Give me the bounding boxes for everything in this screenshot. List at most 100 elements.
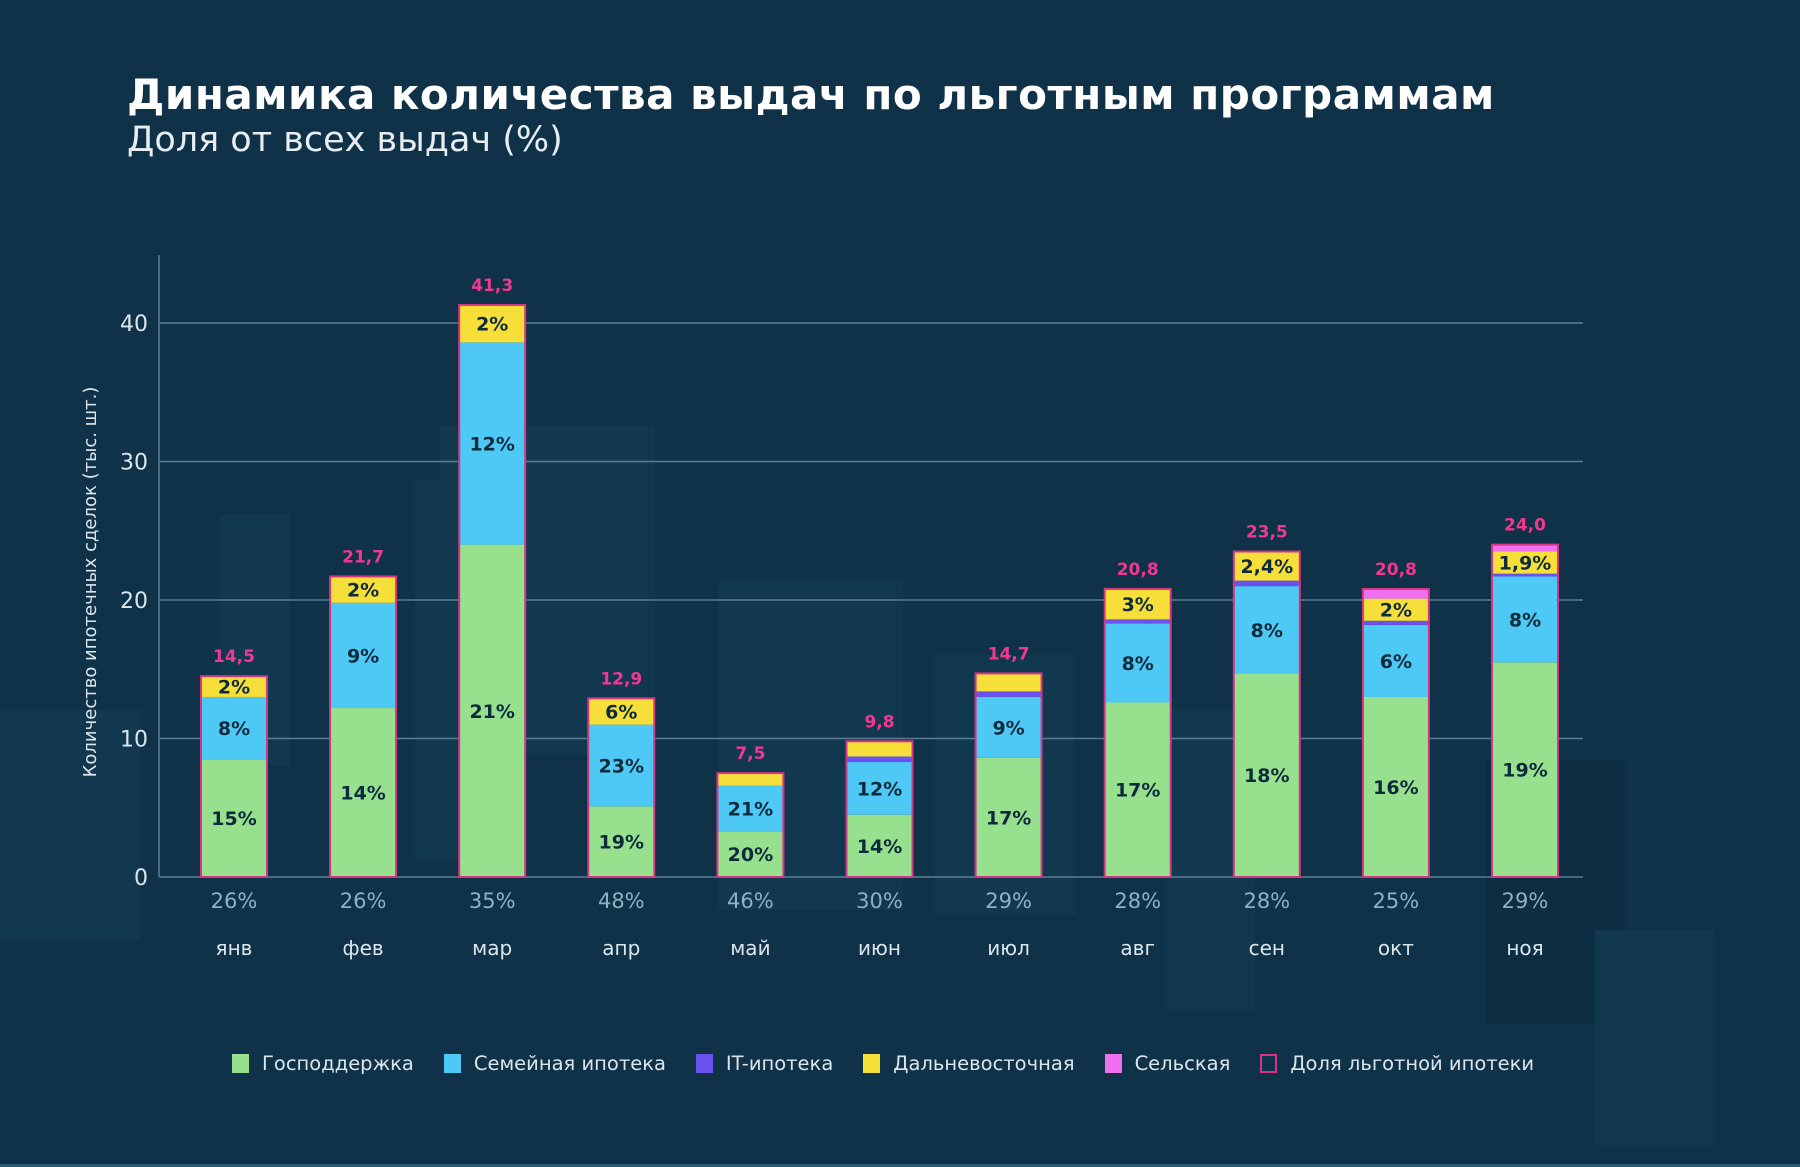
y-tick-label: 40 bbox=[120, 312, 148, 337]
bar-stack: 18% 8% 2,4% 23,5 bbox=[1232, 523, 1301, 879]
segment-label: 1,9% bbox=[1499, 553, 1552, 575]
legend-swatch-icon bbox=[863, 1053, 881, 1073]
segment-label: 2% bbox=[476, 314, 508, 336]
x-axis-labels: 26% янв 26% фев 35% мар 48% апр 46% май 30% июн 29% и… bbox=[211, 889, 1549, 960]
bar-segment bbox=[201, 696, 267, 760]
segment-label: 2,4% bbox=[1240, 556, 1293, 578]
x-tick-label: июл bbox=[987, 936, 1030, 960]
segment-label: 9% bbox=[347, 645, 379, 667]
bar-segment bbox=[1104, 702, 1171, 877]
segment-label: 6% bbox=[1380, 651, 1412, 673]
x-tick-label: янв bbox=[216, 936, 253, 960]
bar-stack: 20% 21% 7,5 bbox=[716, 744, 785, 878]
bars: 15% 8% 2% 14,5 14% 9% 2% 21,7 21% 12% 2% 41,3 19% 23%… bbox=[200, 276, 1559, 879]
bar-outline bbox=[716, 772, 785, 878]
bar-stack: 19% 8% 1,9% 24,0 bbox=[1491, 516, 1559, 878]
bar-segment bbox=[1362, 696, 1429, 877]
bar-stack: 19% 23% 6% 12,9 bbox=[587, 669, 656, 879]
bar-segment bbox=[1104, 588, 1171, 620]
bar-segment bbox=[1362, 624, 1429, 697]
bar-outline bbox=[1491, 543, 1559, 878]
segment-label: 12% bbox=[469, 433, 514, 455]
x-tick-label: окт bbox=[1378, 936, 1414, 960]
bar-stack: 16% 6% 2% 20,8 bbox=[1361, 560, 1430, 878]
bar-outline bbox=[974, 672, 1043, 879]
bottom-edge bbox=[0, 1164, 1800, 1167]
total-label: 14,5 bbox=[213, 647, 255, 667]
segment-label: 8% bbox=[1122, 653, 1154, 675]
chart-subtitle: Доля от всех выдач (%) bbox=[127, 120, 563, 160]
bar-segment bbox=[1104, 623, 1171, 703]
segment-label: 16% bbox=[1373, 777, 1418, 799]
legend-item: Доля льготной ипотеки bbox=[1260, 1052, 1534, 1075]
segment-label: 14% bbox=[340, 783, 385, 805]
segment-label: 21% bbox=[469, 701, 514, 723]
legend-swatch-icon bbox=[695, 1053, 713, 1073]
y-tick-label: 0 bbox=[134, 866, 148, 891]
legend-swatch-icon bbox=[1104, 1053, 1122, 1073]
share-label: 28% bbox=[1243, 889, 1290, 913]
bar-outline bbox=[1103, 587, 1172, 878]
bar-segment bbox=[459, 544, 526, 877]
x-tick-label: мар bbox=[472, 936, 512, 960]
x-tick-label: сен bbox=[1249, 936, 1285, 960]
legend-swatch-icon bbox=[232, 1053, 249, 1073]
legend-swatch-icon bbox=[1260, 1053, 1278, 1073]
total-label: 7,5 bbox=[735, 744, 765, 764]
segment-label: 2% bbox=[1380, 600, 1412, 622]
legend-item: Дальневосточная bbox=[863, 1052, 1075, 1075]
background-block bbox=[0, 710, 140, 940]
legend-item: Сельская bbox=[1104, 1051, 1231, 1075]
share-label: 29% bbox=[1502, 889, 1549, 913]
share-label: 25% bbox=[1373, 889, 1420, 913]
legend-label: Доля льготной ипотеки bbox=[1290, 1051, 1535, 1075]
bar-segment bbox=[975, 757, 1042, 877]
bar-segment bbox=[330, 602, 397, 709]
total-label: 21,7 bbox=[342, 547, 384, 567]
total-label: 41,3 bbox=[471, 276, 513, 296]
bar-segment bbox=[1492, 573, 1558, 577]
bar-segment bbox=[1362, 588, 1429, 599]
bar-segment bbox=[459, 304, 526, 343]
bar-segment bbox=[717, 785, 784, 832]
legend-label: Сельская bbox=[1134, 1051, 1231, 1075]
bar-outline bbox=[1361, 587, 1430, 878]
y-axis-label: Количество ипотечных сделок (тыс. шт.) bbox=[80, 387, 101, 778]
share-label: 29% bbox=[985, 889, 1032, 913]
segment-label: 3% bbox=[1122, 594, 1154, 616]
x-tick-label: ноя bbox=[1506, 936, 1543, 960]
bar-segment bbox=[1492, 662, 1558, 877]
bar-stack: 17% 9% 14,7 bbox=[974, 644, 1043, 879]
bar-outline bbox=[329, 575, 398, 879]
bar-segment bbox=[975, 696, 1042, 758]
bar-segment bbox=[588, 806, 655, 877]
segment-label: 17% bbox=[1115, 780, 1160, 802]
bar-segment bbox=[846, 762, 913, 815]
bar-segment bbox=[717, 831, 784, 877]
share-label: 46% bbox=[727, 889, 774, 913]
total-label: 14,7 bbox=[988, 644, 1030, 664]
bar-segment bbox=[201, 759, 267, 877]
bar-segment bbox=[846, 741, 913, 757]
segment-label: 2% bbox=[218, 677, 250, 699]
bar-segment bbox=[1492, 544, 1558, 552]
segment-label: 9% bbox=[992, 717, 1024, 739]
segment-label: 6% bbox=[605, 701, 637, 723]
share-label: 30% bbox=[856, 889, 903, 913]
segment-label: 19% bbox=[1502, 760, 1547, 782]
segment-label: 8% bbox=[1251, 620, 1283, 642]
background-block bbox=[1595, 930, 1715, 1145]
bar-outline bbox=[458, 303, 527, 878]
segment-label: 20% bbox=[728, 844, 773, 866]
legend-label: Семейная ипотека bbox=[473, 1051, 666, 1075]
bar-segment bbox=[1492, 551, 1558, 574]
x-tick-label: июн bbox=[858, 936, 901, 960]
bar-segment bbox=[1492, 576, 1558, 663]
segment-label: 12% bbox=[857, 778, 902, 800]
y-axis: 0 10 20 30 40 bbox=[120, 255, 160, 891]
segment-label: 19% bbox=[599, 832, 644, 854]
x-tick-label: апр bbox=[602, 936, 640, 960]
x-tick-label: май bbox=[730, 936, 770, 960]
segment-label: 23% bbox=[599, 756, 644, 778]
x-tick-label: авг bbox=[1120, 936, 1155, 960]
